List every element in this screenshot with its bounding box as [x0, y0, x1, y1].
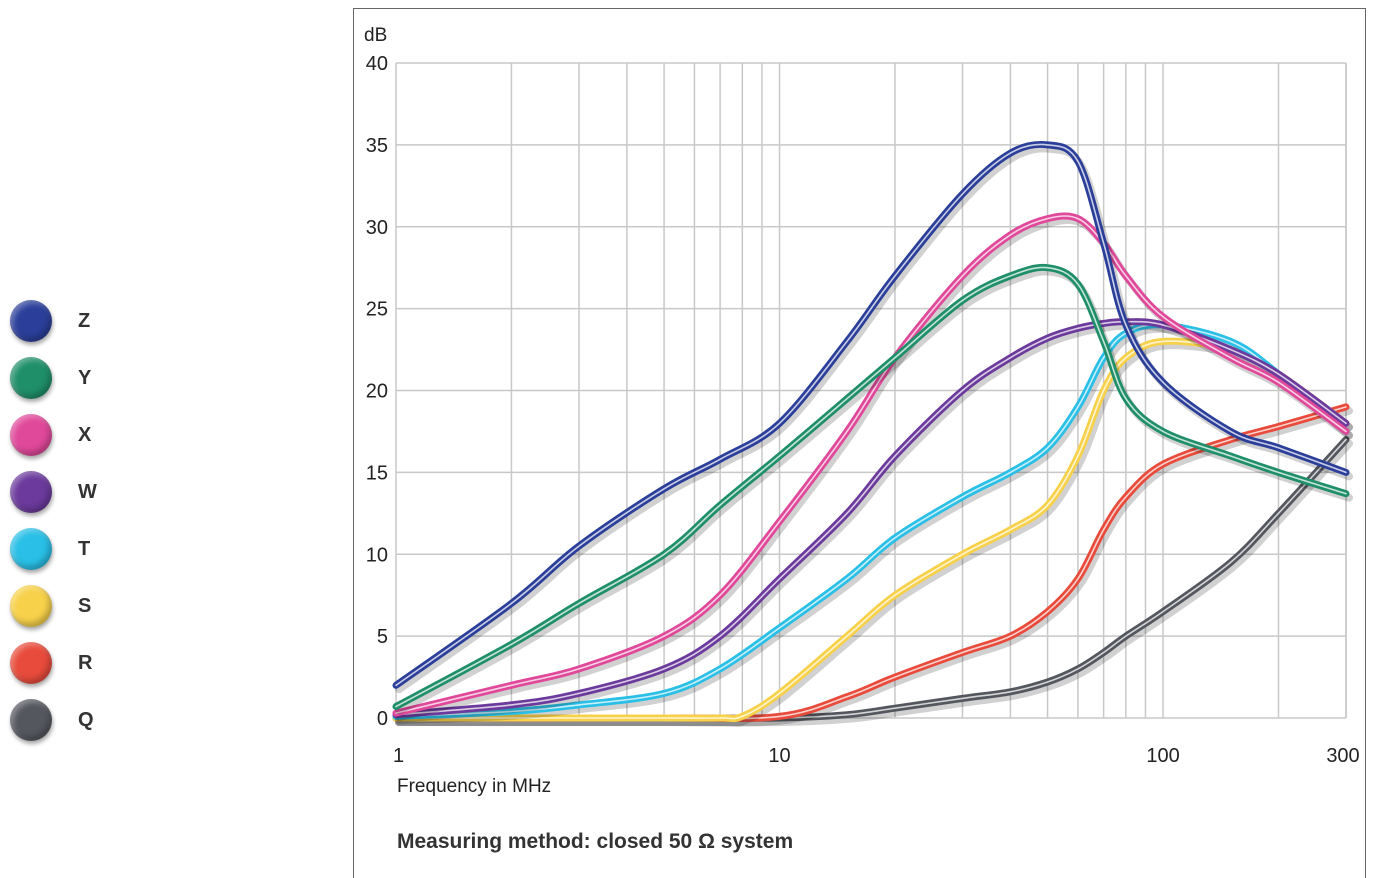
legend-swatch — [10, 642, 52, 684]
y-tick-label: 20 — [366, 381, 388, 403]
legend-item-r: R — [10, 641, 92, 685]
legend-swatch — [10, 528, 52, 570]
series-s-shadow — [395, 341, 1353, 727]
legend-label: Z — [78, 309, 91, 332]
y-tick-label: 30 — [366, 217, 388, 239]
series-x-highlight — [395, 215, 1347, 714]
legend-item-s: S — [10, 584, 91, 628]
measuring-method-note: Measuring method: closed 50 Ω system — [397, 830, 794, 853]
legend-label: S — [78, 594, 92, 617]
y-axis-title: dB — [364, 25, 387, 46]
legend: Z Y X W T S R Q — [0, 0, 340, 873]
series-q-shadow — [395, 439, 1353, 727]
y-tick-label: 25 — [366, 299, 388, 321]
chart-frame — [353, 8, 1366, 878]
legend-label: X — [78, 423, 92, 446]
legend-swatch — [10, 414, 52, 456]
legend-item-q: Q — [10, 698, 94, 742]
legend-swatch — [10, 699, 52, 741]
legend-label: W — [78, 480, 97, 503]
y-tick-label: 0 — [377, 708, 388, 730]
legend-swatch — [10, 357, 52, 399]
series-y-highlight — [395, 266, 1347, 708]
legend-item-y: Y — [10, 356, 91, 400]
legend-item-x: X — [10, 413, 91, 457]
legend-swatch — [10, 585, 52, 627]
x-tick-label: 1 — [393, 745, 404, 767]
legend-item-z: Z — [10, 299, 90, 343]
legend-swatch — [10, 471, 52, 513]
y-tick-label: 40 — [366, 53, 388, 75]
x-tick-label: 10 — [768, 745, 790, 767]
series-x-shadow — [395, 216, 1353, 722]
legend-label: T — [78, 537, 91, 560]
y-tick-label: 5 — [377, 626, 388, 648]
series-w-highlight — [395, 320, 1347, 716]
series-s-highlight — [395, 340, 1347, 720]
y-tick-label: 35 — [366, 135, 388, 157]
y-tick-label: 15 — [366, 462, 388, 484]
legend-label: Y — [78, 366, 92, 389]
legend-label: R — [78, 651, 93, 674]
series-z-highlight — [395, 143, 1347, 687]
legend-swatch — [10, 300, 52, 342]
x-tick-label: 300 — [1326, 745, 1359, 767]
legend-item-w: W — [10, 470, 97, 514]
x-tick-label: 100 — [1146, 745, 1179, 767]
series-r-shadow — [395, 406, 1353, 727]
legend-item-t: T — [10, 527, 90, 571]
y-tick-label: 10 — [366, 544, 388, 566]
legend-label: Q — [78, 708, 94, 731]
x-axis-title: Frequency in MHz — [397, 776, 551, 797]
